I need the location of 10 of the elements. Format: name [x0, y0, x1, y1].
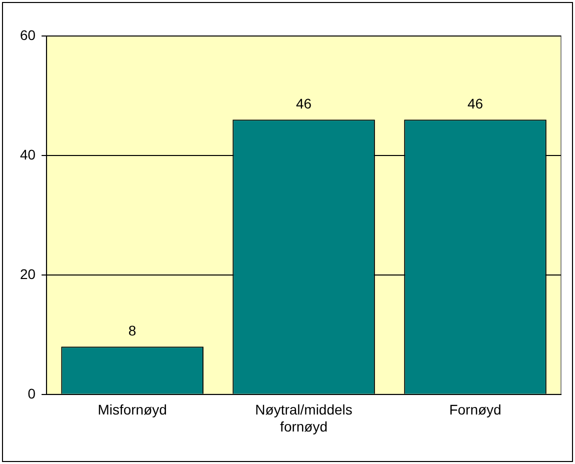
y-tick-label: 0 — [28, 385, 36, 402]
x-tick-label: Nøytral/middels fornøyd — [255, 402, 352, 434]
y-tick-label: 60 — [20, 26, 36, 43]
data-label: 46 — [467, 95, 484, 112]
y-tick-label: 40 — [20, 146, 36, 162]
x-tick-label: Misfornøyd — [98, 402, 167, 418]
y-tick-label: 20 — [20, 266, 36, 282]
data-label: 8 — [128, 322, 136, 338]
data-label: 46 — [296, 95, 312, 112]
x-tick-label: Fornøyd — [449, 402, 502, 418]
